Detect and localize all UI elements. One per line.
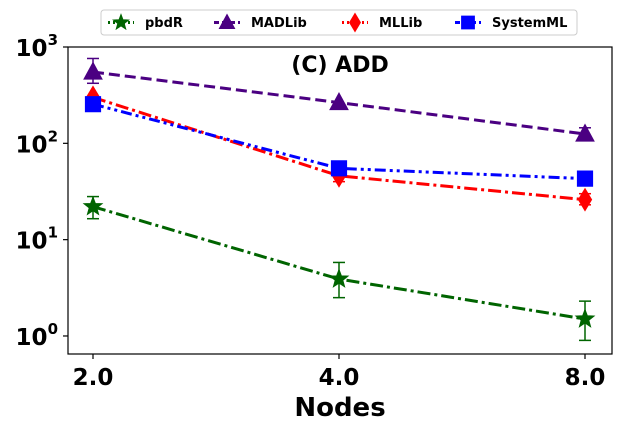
x-tick-label-2: 8.0	[565, 365, 606, 391]
series-layer	[82, 57, 596, 342]
point-systemml-0	[84, 96, 102, 113]
plot-frame	[67, 46, 613, 355]
series-madlib	[83, 57, 595, 142]
point-madlib-1	[329, 92, 349, 111]
x-axis-title: Nodes	[294, 393, 385, 423]
point-pbdr-2	[574, 308, 596, 328]
y-tick-label-0: 100	[16, 320, 58, 351]
series-systemml	[84, 96, 594, 187]
y-tick-label-1: 101	[16, 224, 58, 255]
point-madlib-2	[575, 123, 595, 142]
legend-item-pbdr: pbdR	[108, 13, 183, 31]
legend-label-systemml: SystemML	[492, 16, 567, 31]
legend-label-mllib: MLLib	[379, 16, 422, 31]
y-tick-label-2: 102	[16, 127, 58, 158]
chart-title: (C) ADD	[291, 53, 388, 78]
x-tick-label-1: 4.0	[319, 365, 360, 391]
point-madlib-0	[83, 61, 103, 80]
y-axis: 100 101 102 103	[16, 31, 68, 351]
x-tick-label-0: 2.0	[73, 365, 114, 391]
legend-item-mllib: MLLib	[342, 12, 422, 33]
legend-label-madlib: MADLib	[251, 16, 307, 31]
y-tick-label-3: 103	[16, 31, 58, 62]
legend-item-systemml: SystemML	[455, 15, 567, 31]
point-pbdr-1	[328, 268, 350, 288]
legend-label-pbdr: pbdR	[145, 16, 183, 31]
legend-marker-systemml	[461, 15, 475, 30]
legend-marker-mllib	[349, 12, 361, 33]
series-pbdr	[82, 195, 596, 342]
legend: pbdR MADLib MLLib SystemML	[100, 9, 578, 36]
point-systemml-2	[576, 170, 594, 187]
legend-marker-pbdr	[112, 13, 130, 31]
legend-marker-madlib	[218, 13, 236, 29]
point-pbdr-0	[82, 195, 104, 216]
point-systemml-1	[330, 160, 348, 177]
point-mllib-2	[577, 187, 593, 212]
x-axis: 2.0 4.0 8.0	[73, 354, 606, 391]
legend-item-madlib: MADLib	[214, 13, 307, 31]
